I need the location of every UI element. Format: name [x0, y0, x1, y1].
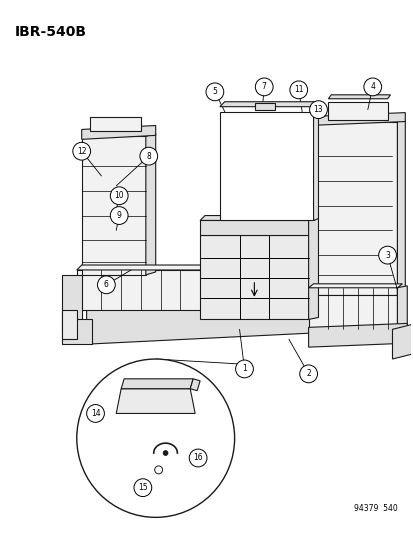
Polygon shape	[81, 136, 145, 275]
Polygon shape	[62, 310, 76, 339]
Text: 14: 14	[90, 409, 100, 418]
Polygon shape	[190, 379, 199, 391]
Text: 8: 8	[146, 152, 151, 160]
Polygon shape	[62, 319, 91, 344]
Circle shape	[255, 78, 273, 96]
Polygon shape	[145, 133, 155, 275]
Polygon shape	[308, 214, 318, 319]
Polygon shape	[76, 270, 219, 310]
Polygon shape	[308, 324, 406, 347]
Polygon shape	[308, 295, 396, 329]
Text: 11: 11	[293, 85, 303, 94]
Text: 2: 2	[306, 369, 310, 378]
Polygon shape	[116, 389, 195, 414]
Circle shape	[86, 405, 104, 422]
Polygon shape	[62, 275, 81, 329]
Circle shape	[76, 359, 234, 518]
Polygon shape	[396, 286, 406, 329]
Polygon shape	[199, 215, 313, 221]
Text: 12: 12	[77, 147, 86, 156]
Polygon shape	[219, 102, 318, 107]
Polygon shape	[81, 125, 155, 139]
Polygon shape	[255, 103, 274, 110]
Text: 1: 1	[242, 365, 246, 374]
Polygon shape	[392, 325, 411, 359]
Text: 10: 10	[114, 191, 124, 200]
Circle shape	[73, 142, 90, 160]
Polygon shape	[396, 119, 404, 295]
Circle shape	[140, 147, 157, 165]
Polygon shape	[313, 104, 318, 221]
Polygon shape	[121, 379, 193, 389]
Circle shape	[163, 450, 168, 456]
Text: 5: 5	[212, 87, 217, 96]
Polygon shape	[199, 221, 308, 236]
Circle shape	[309, 101, 327, 118]
Circle shape	[110, 207, 128, 224]
Circle shape	[363, 78, 381, 96]
Text: 13: 13	[313, 105, 323, 114]
Polygon shape	[308, 112, 404, 125]
Polygon shape	[328, 95, 389, 99]
Text: IBR-540B: IBR-540B	[14, 25, 86, 38]
Polygon shape	[86, 295, 387, 344]
Circle shape	[206, 83, 223, 101]
Text: 9: 9	[116, 211, 121, 220]
Circle shape	[110, 187, 128, 205]
Text: 4: 4	[369, 83, 374, 91]
Circle shape	[378, 246, 396, 264]
Polygon shape	[76, 265, 224, 270]
Text: 15: 15	[138, 483, 147, 492]
Circle shape	[134, 479, 152, 497]
Circle shape	[289, 81, 307, 99]
Polygon shape	[308, 122, 396, 295]
Text: 7: 7	[261, 83, 266, 91]
Text: 6: 6	[104, 280, 109, 289]
Circle shape	[299, 365, 317, 383]
Polygon shape	[219, 111, 313, 221]
Polygon shape	[89, 117, 140, 132]
Polygon shape	[308, 284, 401, 288]
Circle shape	[189, 449, 206, 467]
Text: 16: 16	[193, 454, 202, 463]
Circle shape	[97, 276, 115, 294]
Circle shape	[235, 360, 253, 378]
Text: 94379  540: 94379 540	[353, 504, 396, 513]
Polygon shape	[328, 102, 387, 119]
Text: 3: 3	[384, 251, 389, 260]
Polygon shape	[199, 236, 308, 319]
